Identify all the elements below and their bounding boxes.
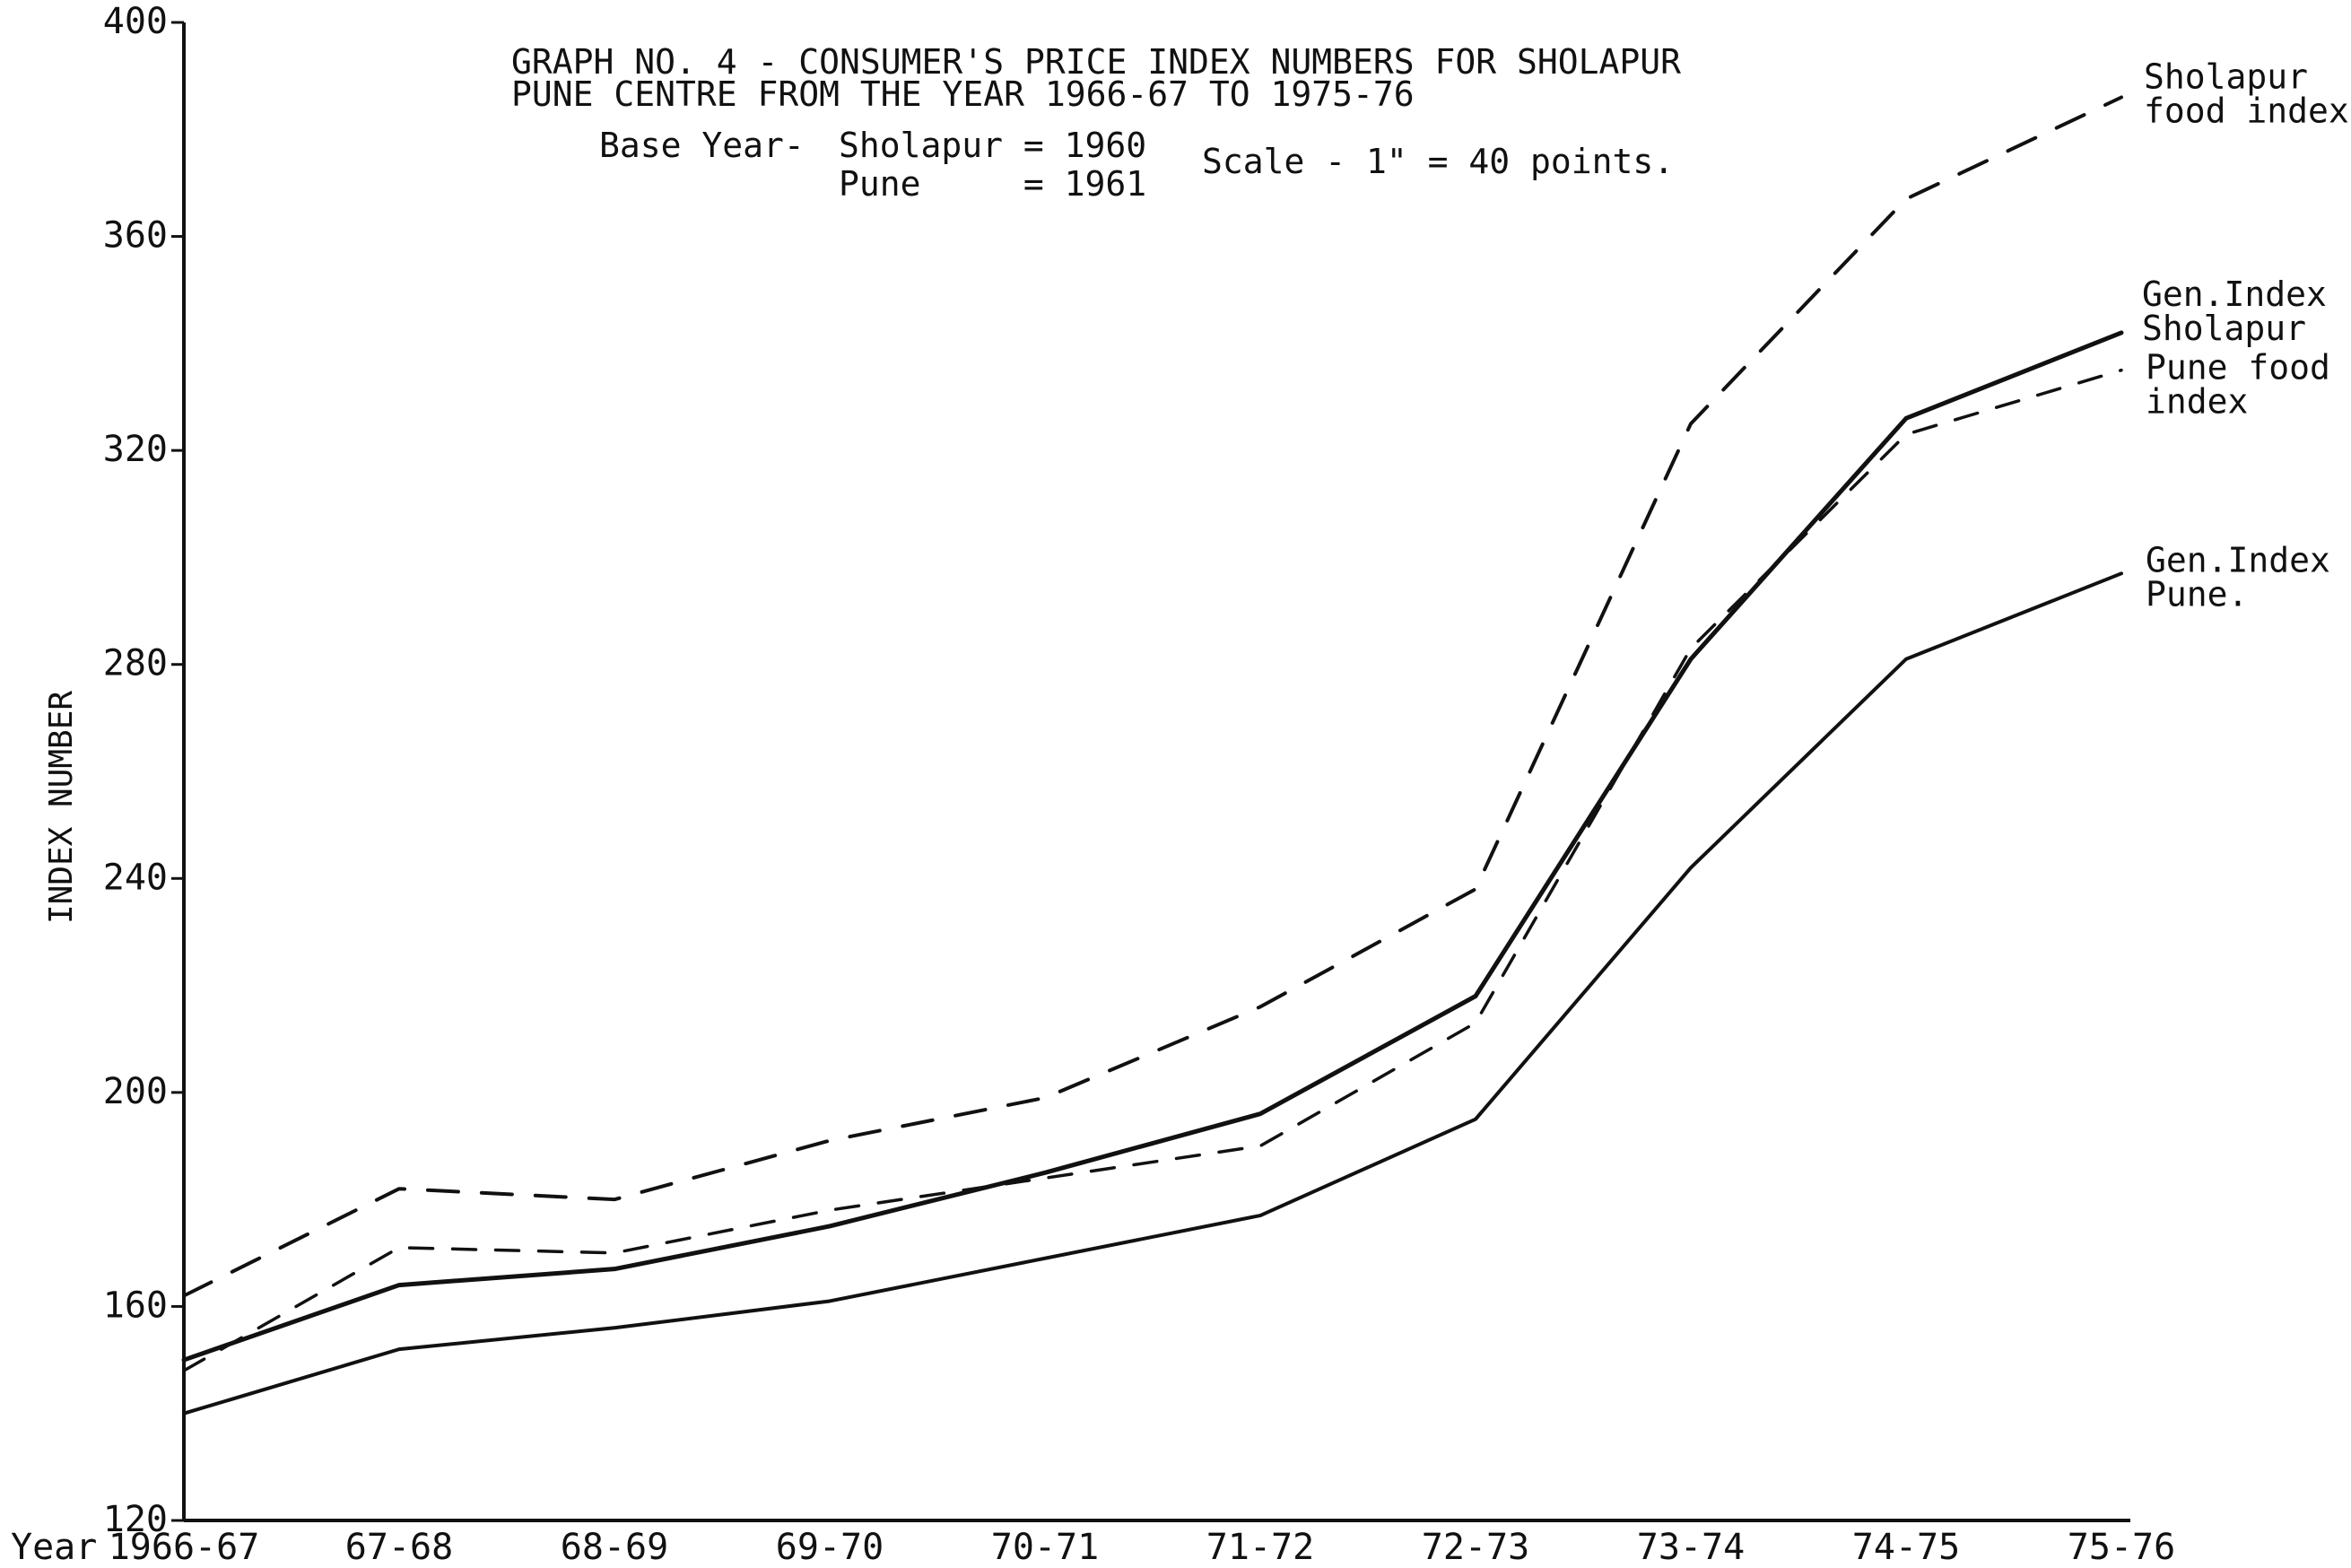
series-line-pune-food-index	[182, 368, 2123, 1372]
x-tick-label: 1966-67	[109, 1527, 260, 1568]
series-line-sholapur-food-index	[182, 95, 2123, 1298]
y-tick-label: 240	[103, 857, 168, 898]
x-tick-label: 74-75	[1852, 1527, 1960, 1568]
y-tick-group: 120 160 200 240 280 320 360 400	[103, 1, 184, 1540]
series-label: food index	[2144, 91, 2349, 131]
y-tick-label: 360	[103, 215, 168, 257]
series-line-gen-index-sholapur	[181, 330, 2124, 1363]
series-line-gen-index-pune	[182, 571, 2123, 1416]
x-tick-label: 75-76	[2068, 1527, 2175, 1568]
y-tick-label: 320	[103, 429, 168, 470]
x-tick-label: 69-70	[776, 1527, 884, 1568]
y-tick-label: 200	[103, 1071, 168, 1112]
x-tick-label: 73-74	[1637, 1527, 1745, 1568]
scale-note: Scale - 1" = 40 points.	[1202, 142, 1674, 181]
series-label: Pune.	[2146, 574, 2248, 614]
series-label: Sholapur	[2144, 57, 2308, 97]
y-tick-label: 160	[103, 1285, 168, 1326]
x-tick-label: 68-69	[561, 1527, 668, 1568]
base-year-sholapur: Sholapur = 1960	[839, 126, 1146, 165]
x-tick-label: 67-68	[345, 1527, 453, 1568]
base-year-label: Base Year-	[599, 126, 805, 165]
series-label: Pune food	[2146, 348, 2330, 388]
x-tick-label: 72-73	[1422, 1527, 1529, 1568]
base-year-pune: Pune = 1961	[839, 164, 1146, 204]
y-tick-label: 280	[103, 643, 168, 684]
y-tick-label: 120	[103, 1499, 168, 1540]
y-axis-title: INDEX NUMBER	[43, 691, 80, 924]
series-label: Gen.Index	[2146, 540, 2330, 579]
x-tick-group: 1966-67 67-68 68-69 69-70 70-71 71-72 72-73 73-…	[109, 1527, 2176, 1568]
chart-title-line-2: PUNE CENTRE FROM THE YEAR 1966-67 TO 197…	[511, 74, 1415, 114]
series-label: index	[2146, 382, 2248, 422]
series-label: Gen.Index	[2142, 274, 2327, 314]
chart-title-line-1: GRAPH NO. 4 - CONSUMER'S PRICE INDEX NUM…	[511, 42, 1681, 82]
series-label: Sholapur	[2142, 309, 2306, 348]
y-tick-label: 400	[103, 1, 168, 42]
x-tick-label: 71-72	[1206, 1527, 1314, 1568]
x-axis-title: Year	[11, 1527, 97, 1568]
x-tick-label: 70-71	[991, 1527, 1099, 1568]
series-lines	[181, 95, 2124, 1416]
